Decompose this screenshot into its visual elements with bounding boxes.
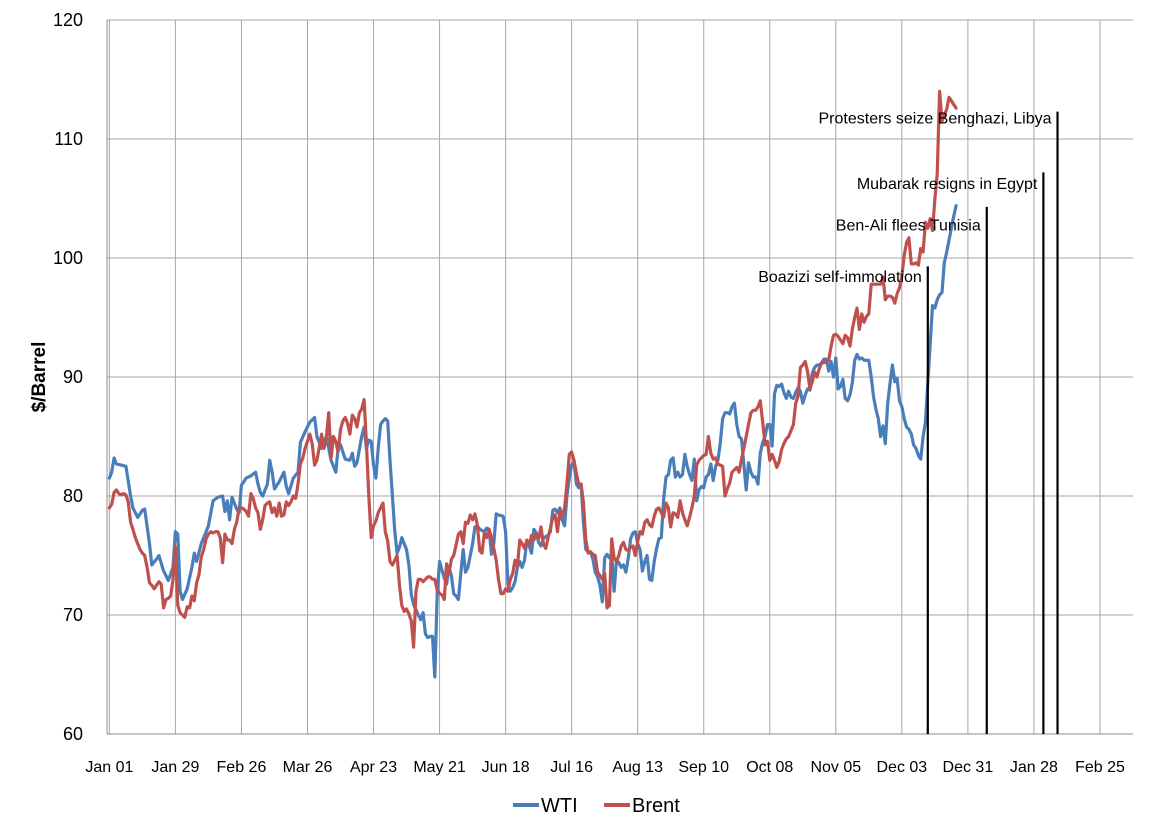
x-tick-label: Aug 13 [612,759,663,776]
x-tick-label: Dec 31 [943,759,994,776]
x-tick-label: Nov 05 [810,759,861,776]
y-tick-label: 90 [63,367,83,387]
x-tick-label: Jan 01 [85,759,133,776]
x-tick-label: Feb 25 [1075,759,1125,776]
x-tick-label: May 21 [413,759,466,776]
annotation-label: Protesters seize Benghazi, Libya [819,111,1052,128]
annotation-label: Boazizi self-immolation [758,269,922,286]
x-axis-ticks: Jan 01 Jan 29 Feb 26 Mar 26 Apr 23 May 21 Jun … [85,759,1125,776]
x-tick-label: Dec 03 [877,759,928,776]
annotation-label: Ben-Ali flees Tunisia [836,218,981,235]
series-line-brent [107,89,958,649]
x-tick-label: Oct 08 [746,759,793,776]
x-tick-label: Mar 26 [283,759,333,776]
y-tick-label: 70 [63,605,83,625]
x-tick-label: Jan 28 [1010,759,1058,776]
x-tick-label: Sep 10 [678,759,729,776]
y-axis-ticks: 60 70 80 90 100 110 120 [53,10,83,744]
y-tick-label: 110 [54,129,83,149]
legend: WTI Brent [513,795,680,817]
y-tick-label: 120 [53,10,83,30]
legend-label: Brent [632,795,680,817]
gridlines [106,19,1133,735]
x-tick-label: Jul 16 [550,759,593,776]
y-tick-label: 80 [63,486,83,506]
x-tick-label: Feb 26 [217,759,267,776]
y-tick-label: 100 [53,248,83,268]
y-axis-label: $/Barrel [29,342,50,413]
y-tick-label: 60 [63,724,83,744]
x-tick-label: Apr 23 [350,759,397,776]
event-annotations: Boazizi self-immolation Ben-Ali flees Tun… [758,111,1059,734]
x-tick-label: Jan 29 [151,759,199,776]
series-lines [107,89,958,679]
legend-label: WTI [541,795,578,817]
annotation-label: Mubarak resigns in Egypt [857,176,1038,193]
x-tick-label: Jun 18 [482,759,530,776]
